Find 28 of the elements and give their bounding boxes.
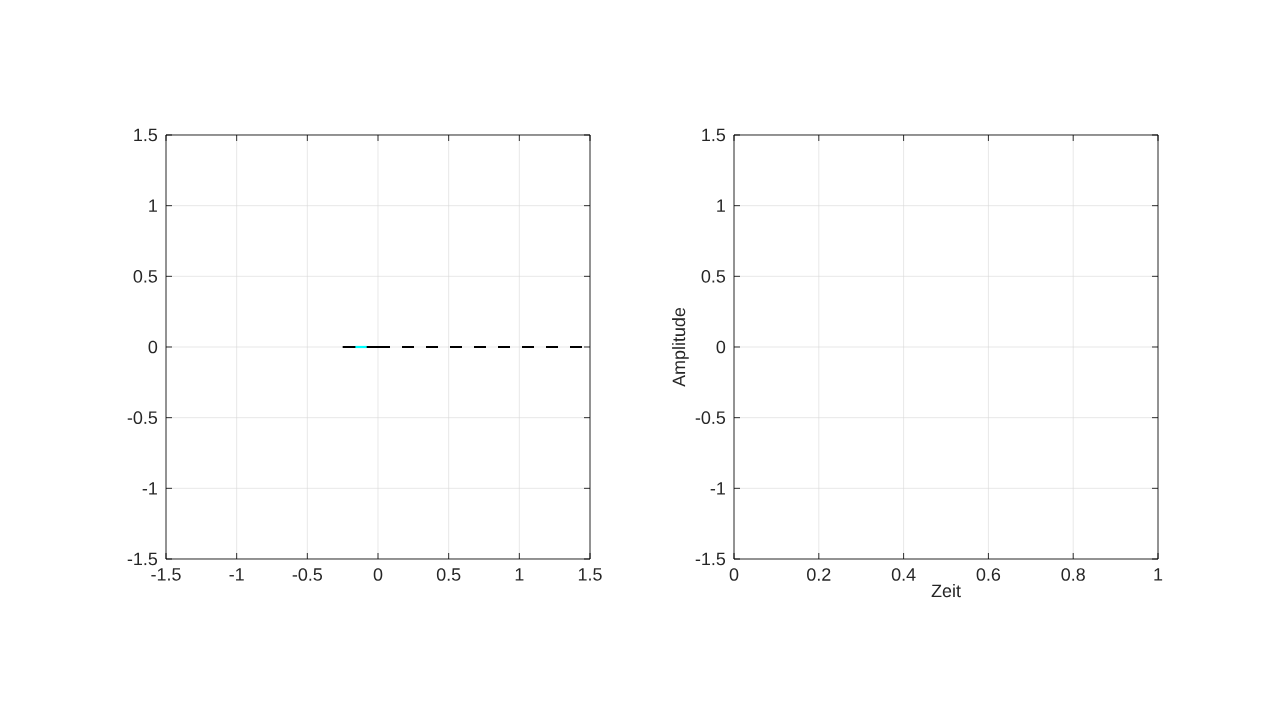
y-tick-label: -0.5	[127, 411, 158, 425]
y-tick-label: 0.5	[133, 269, 158, 283]
y-tick-label: -1.5	[127, 552, 158, 566]
x-tick-label: -1	[229, 568, 244, 581]
x-tick-label: 1.5	[578, 568, 602, 581]
x-tick-label: 1	[515, 568, 524, 581]
y-tick-label: -0.5	[695, 411, 726, 425]
x-tick-label: 0.6	[976, 568, 1001, 581]
y-tick-label: -1	[142, 482, 157, 495]
x-tick-label: 0.4	[891, 568, 916, 581]
y-tick-label: 1	[149, 199, 157, 212]
x-tick-label: 0.2	[807, 568, 831, 581]
y-tick-label: 0	[148, 340, 158, 354]
y-tick-label: 1	[717, 199, 725, 212]
y-tick-label: 1.5	[702, 128, 726, 142]
x-tick-label: 0.5	[436, 568, 461, 581]
y-tick-label: 0	[716, 340, 726, 354]
x-tick-label: -0.5	[292, 568, 323, 581]
y-tick-label: -1	[710, 482, 725, 495]
y-tick-label: 1.5	[134, 128, 158, 142]
x-axis-title: Zeit	[931, 584, 961, 598]
x-tick-label: 0	[729, 568, 739, 581]
y-axis-title: Amplitude	[672, 307, 689, 387]
y-tick-label: -1.5	[695, 552, 726, 566]
x-tick-label: 0.8	[1061, 568, 1085, 581]
x-tick-label: 1	[1154, 568, 1163, 581]
y-tick-label: 0.5	[701, 269, 726, 283]
x-tick-label: 0	[373, 568, 383, 581]
